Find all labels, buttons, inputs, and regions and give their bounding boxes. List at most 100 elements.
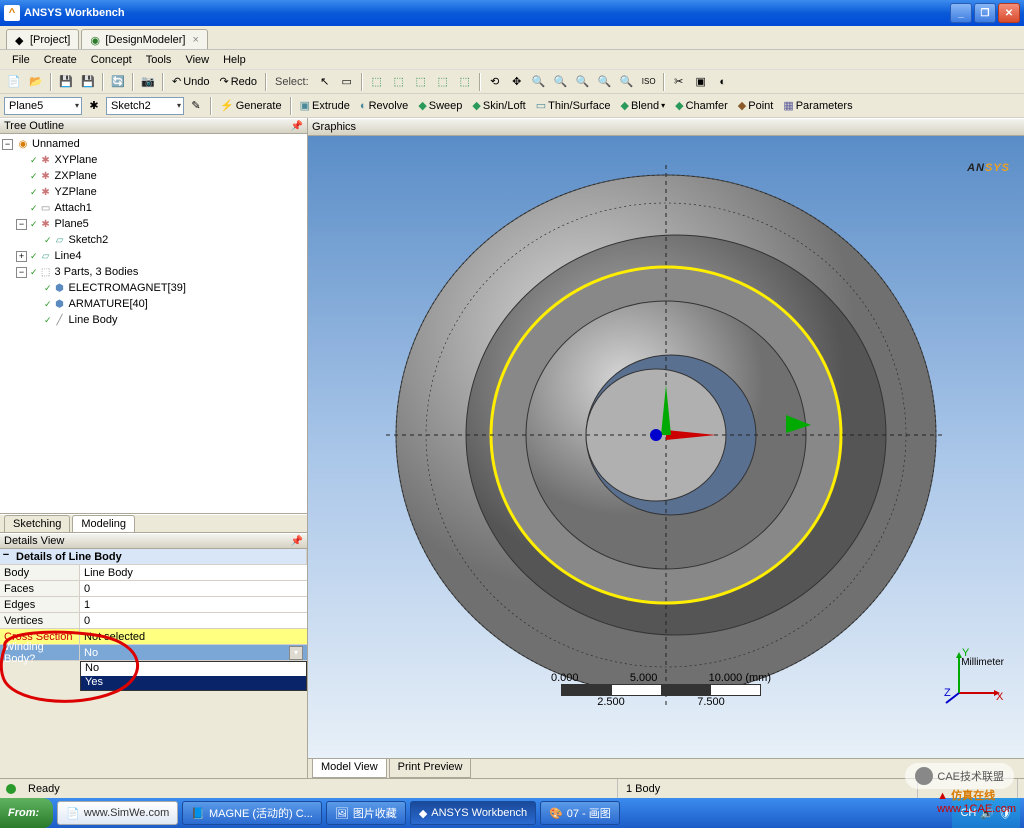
collapse-icon[interactable]: − xyxy=(2,139,13,150)
dropdown-list[interactable]: No Yes xyxy=(80,661,307,691)
zoomfit-icon[interactable]: 🔍 xyxy=(573,72,593,92)
start-button[interactable]: From: xyxy=(0,798,53,828)
tree-zxplane[interactable]: ✓✱ZXPlane xyxy=(2,168,305,184)
parameters-button[interactable]: ▦Parameters xyxy=(779,99,856,112)
svg-text:X: X xyxy=(996,691,1004,703)
minimize-button[interactable]: _ xyxy=(950,3,972,23)
pin-icon[interactable]: 📌 xyxy=(291,536,303,547)
tree-armature[interactable]: ✓⬢ARMATURE[40] xyxy=(2,296,305,312)
skinloft-button[interactable]: ◆Skin/Loft xyxy=(468,99,529,112)
taskbar-paint[interactable]: 🎨07 - 画图 xyxy=(540,801,620,825)
tree-attach1[interactable]: ✓▭Attach1 xyxy=(2,200,305,216)
menu-file[interactable]: File xyxy=(6,53,36,67)
check-icon: ✓ xyxy=(30,251,38,262)
tree-electromagnet[interactable]: ✓⬢ELECTROMAGNET[39] xyxy=(2,280,305,296)
tool2-icon[interactable]: ▣ xyxy=(691,72,711,92)
tool-icon[interactable]: ✂ xyxy=(669,72,689,92)
tree-parts[interactable]: −✓⬚3 Parts, 3 Bodies xyxy=(2,264,305,280)
tree-root[interactable]: − ◉ Unnamed xyxy=(2,136,305,152)
filter-edge-icon[interactable]: ⬚ xyxy=(389,72,409,92)
tool3-icon[interactable]: ◐ xyxy=(713,72,733,92)
plane-combo[interactable]: Plane5 xyxy=(4,97,82,115)
point-button[interactable]: ◆Point xyxy=(734,99,778,112)
collapse-icon[interactable]: − xyxy=(16,267,27,278)
tab-sketching[interactable]: Sketching xyxy=(4,515,70,532)
tree-plane5[interactable]: −✓✱Plane5 xyxy=(2,216,305,232)
lookat-icon[interactable]: 🔍 xyxy=(595,72,615,92)
menu-view[interactable]: View xyxy=(179,53,215,67)
doctab-label: [DesignModeler] xyxy=(105,34,185,46)
generate-button[interactable]: ⚡Generate xyxy=(216,99,286,112)
taskbar-pics[interactable]: 🖼图片收藏 xyxy=(326,801,406,825)
tree-yzplane[interactable]: ✓✱YZPlane xyxy=(2,184,305,200)
detail-vertices[interactable]: Vertices0 xyxy=(0,613,307,629)
collapse-icon[interactable]: − xyxy=(16,219,27,230)
detail-edges[interactable]: Edges1 xyxy=(0,597,307,613)
redo-button[interactable]: ↷Redo xyxy=(216,75,262,88)
filter-all-icon[interactable]: ⬚ xyxy=(455,72,475,92)
tree-outline[interactable]: − ◉ Unnamed ✓✱XYPlane ✓✱ZXPlane ✓✱YZPlan… xyxy=(0,134,307,514)
newsketch-icon[interactable]: ✎ xyxy=(186,96,206,116)
select-arrow-icon[interactable]: ↖ xyxy=(315,72,335,92)
zoombox-icon[interactable]: 🔍 xyxy=(551,72,571,92)
saveall-icon[interactable]: 💾 xyxy=(78,72,98,92)
save-icon[interactable]: 💾 xyxy=(56,72,76,92)
tab-model-view[interactable]: Model View xyxy=(312,759,387,778)
newplane-icon[interactable]: ✱ xyxy=(84,96,104,116)
dropdown-option-yes[interactable]: Yes xyxy=(81,676,306,690)
undo-button[interactable]: ↶Undo xyxy=(168,75,214,88)
extrude-button[interactable]: ▣Extrude xyxy=(296,99,354,112)
open-icon[interactable]: 📂 xyxy=(26,72,46,92)
graphics-viewport[interactable]: ANSYS 1CAE.COM xyxy=(308,136,1024,758)
tree-line4[interactable]: +✓▱Line4 xyxy=(2,248,305,264)
taskbar-magne[interactable]: 📘MAGNE (活动的) C... xyxy=(182,801,322,825)
tree-sketch2[interactable]: ✓▱Sketch2 xyxy=(2,232,305,248)
dropdown-arrow-icon[interactable]: ▾ xyxy=(289,646,303,660)
tree-outline-header: Tree Outline📌 xyxy=(0,118,307,134)
statusbar: Ready 1 Body xyxy=(0,778,1024,798)
expand-icon[interactable]: + xyxy=(16,251,27,262)
new-icon[interactable]: 📄 xyxy=(4,72,24,92)
rotate-icon[interactable]: ⟲ xyxy=(485,72,505,92)
menu-help[interactable]: Help xyxy=(217,53,252,67)
zoom-icon[interactable]: 🔍 xyxy=(529,72,549,92)
thin-button[interactable]: ▭Thin/Surface xyxy=(532,99,615,112)
doctab-project[interactable]: ◆ [Project] xyxy=(6,29,79,49)
doctab-designmodeler[interactable]: ◉ [DesignModeler] × xyxy=(81,29,208,49)
tab-print-preview[interactable]: Print Preview xyxy=(389,759,472,778)
sweep-button[interactable]: ◆Sweep xyxy=(414,99,466,112)
menu-concept[interactable]: Concept xyxy=(85,53,138,67)
tree-linebody[interactable]: ✓╱Line Body xyxy=(2,312,305,328)
pin-icon[interactable]: 📌 xyxy=(291,121,303,132)
menu-tools[interactable]: Tools xyxy=(140,53,178,67)
prev-view-icon[interactable]: 🔍 xyxy=(617,72,637,92)
detail-faces[interactable]: Faces0 xyxy=(0,581,307,597)
dropdown-option-no[interactable]: No xyxy=(81,662,306,676)
sketch-combo[interactable]: Sketch2 xyxy=(106,97,184,115)
tree-xyplane[interactable]: ✓✱XYPlane xyxy=(2,152,305,168)
filter-point-icon[interactable]: ⬚ xyxy=(367,72,387,92)
select-box-icon[interactable]: ▭ xyxy=(337,72,357,92)
chamfer-button[interactable]: ◆Chamfer xyxy=(671,99,732,112)
detail-winding-body[interactable]: Winding Body?No▾ xyxy=(0,645,307,661)
maximize-button[interactable]: ❐ xyxy=(974,3,996,23)
revolve-button[interactable]: ◐Revolve xyxy=(356,100,412,112)
detail-body[interactable]: BodyLine Body xyxy=(0,565,307,581)
blend-button[interactable]: ◆Blend▾ xyxy=(616,99,669,112)
details-group-header[interactable]: −Details of Line Body xyxy=(0,549,307,565)
pan-icon[interactable]: ✥ xyxy=(507,72,527,92)
filter-face-icon[interactable]: ⬚ xyxy=(411,72,431,92)
tab-modeling[interactable]: Modeling xyxy=(72,515,135,532)
taskbar-ansys[interactable]: ◆ANSYS Workbench xyxy=(410,801,536,825)
check-icon: ✓ xyxy=(44,315,52,326)
iso-icon[interactable]: ISO xyxy=(639,72,659,92)
refresh-icon[interactable]: 🔄 xyxy=(108,72,128,92)
close-button[interactable]: ✕ xyxy=(998,3,1020,23)
menu-create[interactable]: Create xyxy=(38,53,83,67)
filter-body-icon[interactable]: ⬚ xyxy=(433,72,453,92)
svg-text:Z: Z xyxy=(944,687,951,699)
camera-icon[interactable]: 📷 xyxy=(138,72,158,92)
plane-icon: ✱ xyxy=(39,217,53,231)
taskbar-simwe[interactable]: 📄www.SimWe.com xyxy=(57,801,178,825)
close-tab-icon[interactable]: × xyxy=(192,34,198,46)
